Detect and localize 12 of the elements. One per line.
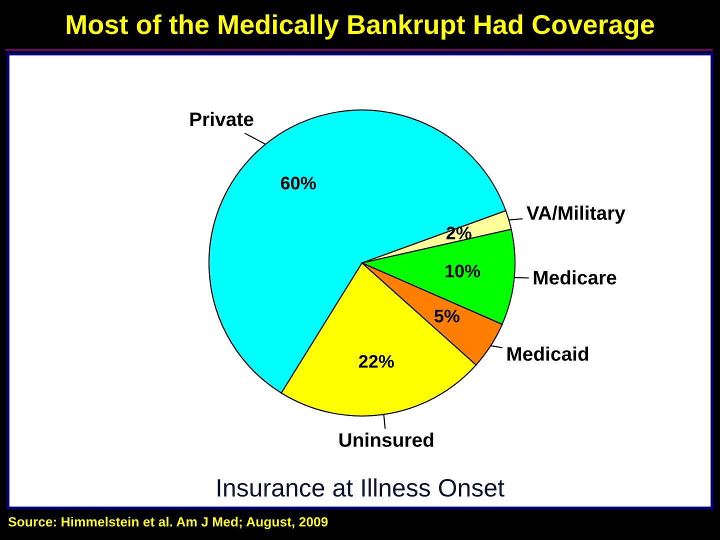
- data-label: 10%: [446, 264, 480, 278]
- slice-label: Medicare: [534, 270, 616, 285]
- slice-label: Medicaid: [507, 346, 588, 361]
- text: Insurance at Illness Onset: [218, 478, 504, 497]
- data-label: 22%: [358, 355, 394, 368]
- slice-label: Private: [190, 112, 254, 126]
- slice-label: Uninsured: [339, 432, 434, 447]
- data-label: 60%: [280, 176, 316, 190]
- data-label: 5%: [434, 310, 460, 322]
- source-note: Source: Himmelstein et al. Am J Med; August, 2009: [8, 516, 328, 530]
- slice-label: VA/Military: [526, 206, 626, 224]
- chart-title: Most of the Medically Bankrupt Had Coverage: [66, 14, 654, 40]
